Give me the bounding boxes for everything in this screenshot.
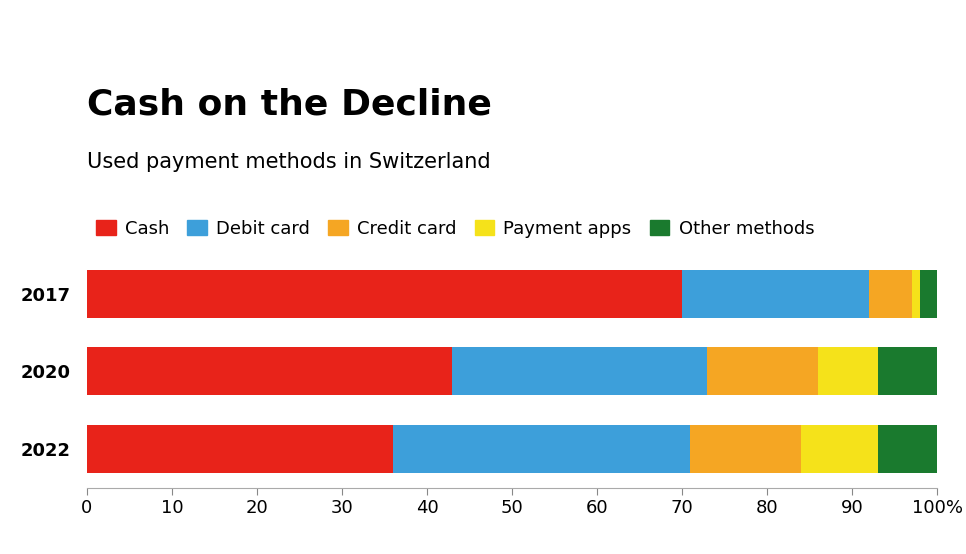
Bar (691, 425, 801, 473)
Bar (912, 270, 920, 317)
Bar (682, 270, 869, 317)
Text: Cash on the Decline: Cash on the Decline (87, 88, 492, 122)
Bar (452, 347, 707, 395)
Legend: Cash, Debit card, Credit card, Payment apps, Other methods: Cash, Debit card, Credit card, Payment a… (96, 219, 814, 238)
Bar (393, 425, 691, 473)
Bar (87, 425, 393, 473)
Bar (818, 347, 877, 395)
Bar (869, 270, 912, 317)
Bar (877, 425, 937, 473)
Bar (920, 270, 937, 317)
Bar (801, 425, 877, 473)
Bar (87, 270, 682, 317)
Bar (87, 347, 452, 395)
Text: Used payment methods in Switzerland: Used payment methods in Switzerland (87, 152, 491, 172)
Bar (877, 347, 937, 395)
Bar (707, 347, 818, 395)
